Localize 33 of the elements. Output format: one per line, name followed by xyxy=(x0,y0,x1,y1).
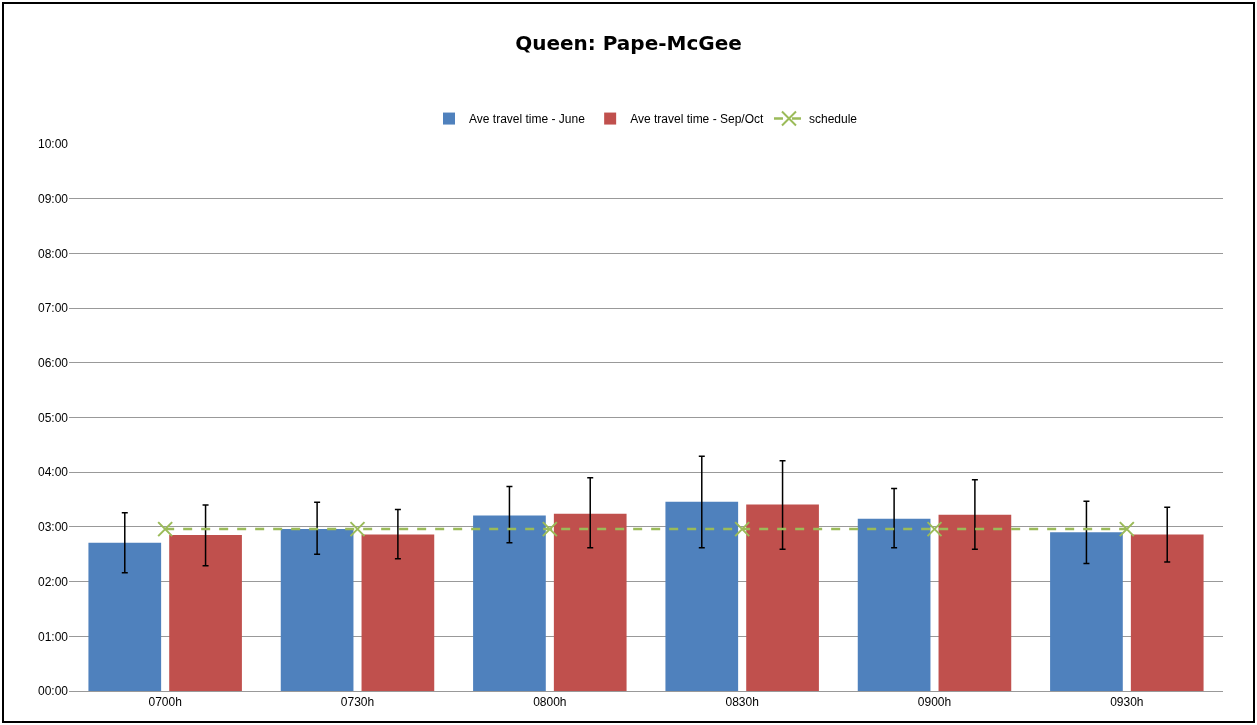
bar xyxy=(280,529,354,691)
y-tick-label: 06:00 xyxy=(37,356,69,370)
bar xyxy=(88,542,162,691)
y-tick-label: 08:00 xyxy=(37,246,69,261)
legend-label: schedule xyxy=(808,112,858,127)
bar xyxy=(1130,534,1204,691)
legend-label: Ave travel time - June xyxy=(469,112,586,127)
bar xyxy=(665,501,739,691)
y-tick-label: 10:00 xyxy=(37,137,69,152)
y-tick-label: 03:00 xyxy=(37,520,69,535)
bar xyxy=(1050,532,1123,691)
x-tick-label: 0730h xyxy=(340,695,375,710)
chart-title: Queen: Pape-McGee xyxy=(515,31,742,56)
y-tick-label: 01:00 xyxy=(37,629,69,644)
x-tick-label: 0800h xyxy=(533,695,567,710)
x-tick-label: 0930h xyxy=(1110,695,1144,710)
y-tick-label: 04:00 xyxy=(37,465,69,480)
bar xyxy=(857,518,931,691)
x-tick-label: 0830h xyxy=(725,695,759,710)
bar xyxy=(473,515,546,691)
x-tick-label: 0700h xyxy=(148,695,182,710)
y-tick-label: 05:00 xyxy=(37,410,69,425)
x-tick-label: 0900h xyxy=(917,695,952,710)
bar xyxy=(746,504,819,691)
bar xyxy=(553,513,627,691)
y-tick-label: 00:00 xyxy=(37,684,69,699)
legend-label: Ave travel time - Sep/Oct xyxy=(630,112,764,127)
bar xyxy=(938,514,1012,691)
bar xyxy=(361,534,435,691)
y-tick-label: 02:00 xyxy=(37,574,69,589)
y-tick-label: 07:00 xyxy=(37,301,69,316)
y-tick-label: 09:00 xyxy=(37,191,69,206)
bar xyxy=(169,535,242,691)
